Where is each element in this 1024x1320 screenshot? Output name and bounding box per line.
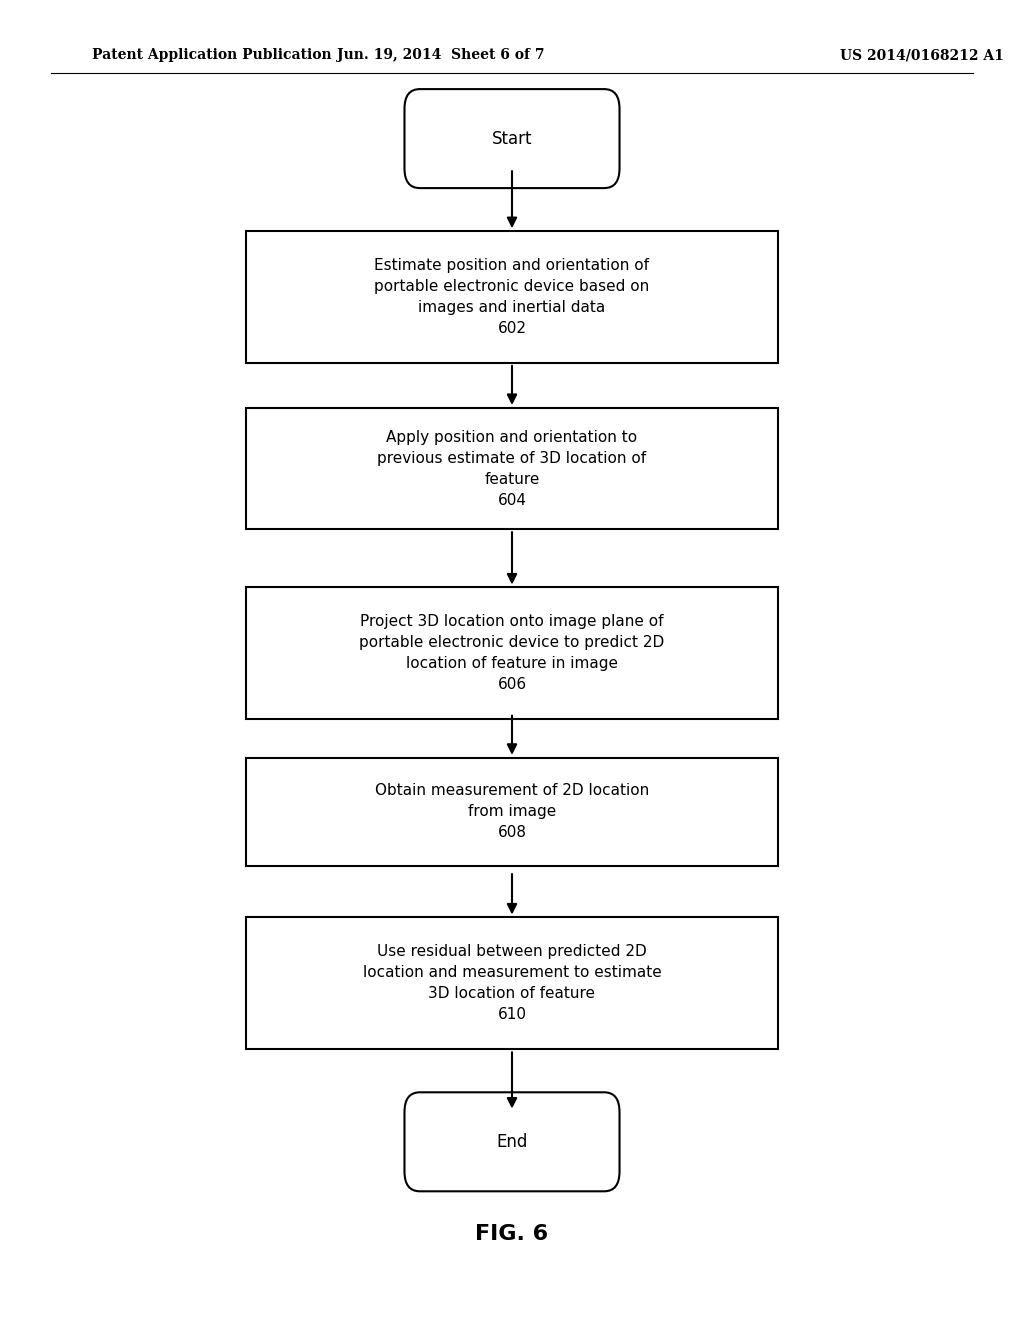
Text: Start: Start [492,129,532,148]
Text: Project 3D location onto image plane of
portable electronic device to predict 2D: Project 3D location onto image plane of … [359,614,665,693]
Text: Apply position and orientation to
previous estimate of 3D location of
feature
60: Apply position and orientation to previo… [378,429,646,508]
Text: End: End [497,1133,527,1151]
Text: Use residual between predicted 2D
location and measurement to estimate
3D locati: Use residual between predicted 2D locati… [362,944,662,1023]
FancyBboxPatch shape [404,1093,620,1191]
Bar [246,408,778,529]
Bar [246,917,778,1049]
Bar [246,587,778,719]
Text: FIG. 6: FIG. 6 [475,1224,549,1245]
Text: Jun. 19, 2014  Sheet 6 of 7: Jun. 19, 2014 Sheet 6 of 7 [337,49,544,62]
FancyBboxPatch shape [404,88,620,187]
Bar [246,758,778,866]
Text: Estimate position and orientation of
portable electronic device based on
images : Estimate position and orientation of por… [375,257,649,337]
Text: Patent Application Publication: Patent Application Publication [92,49,332,62]
Text: US 2014/0168212 A1: US 2014/0168212 A1 [840,49,1004,62]
Bar [246,231,778,363]
Text: Obtain measurement of 2D location
from image
608: Obtain measurement of 2D location from i… [375,783,649,841]
